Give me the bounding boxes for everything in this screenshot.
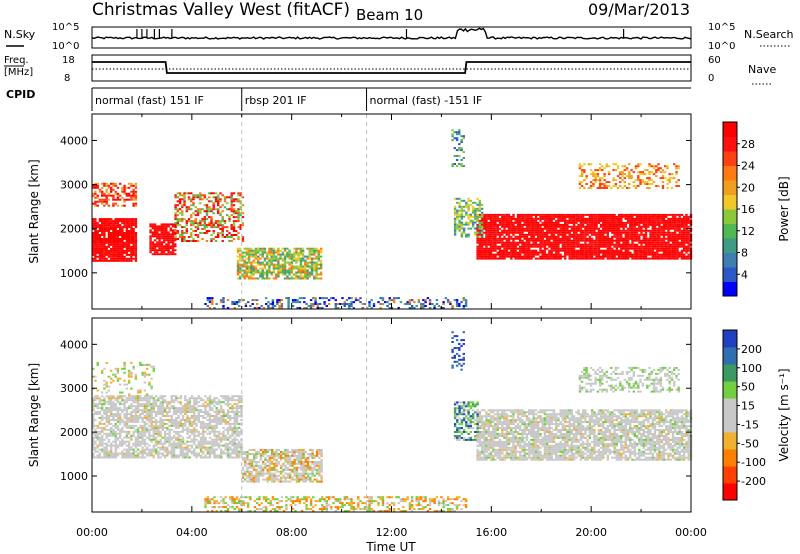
colorbar-tick-label: -15	[741, 418, 759, 431]
y-tick-label: 3000	[60, 382, 88, 395]
colorbar-tick-label: 16	[741, 203, 755, 216]
y-tick-label: 4000	[60, 338, 88, 351]
freq-trace	[92, 61, 691, 74]
freq-label-1: Freq.	[4, 55, 29, 66]
colorbar-swatch	[723, 432, 737, 450]
x-tick-label: 08:00	[276, 526, 308, 539]
colorbar-tick-label: 50	[741, 381, 755, 394]
colorbar-tick-label: -50	[741, 437, 759, 450]
nsky-tick-top: 10^5	[52, 22, 79, 33]
y-tick-label: 1000	[60, 470, 88, 483]
cpid-segment-label: normal (fast) 151 IF	[95, 94, 204, 107]
colorbar-swatch	[723, 194, 737, 210]
colorbar-swatch	[723, 252, 737, 268]
colorbar-swatch	[723, 122, 737, 137]
power-panel: 1000 2000 3000 4000 Slant Range [km]	[27, 113, 693, 310]
power-colorbar: 28 24 20 16 12 8 4 Power [dB]	[722, 121, 791, 297]
nsky-trace	[91, 27, 692, 40]
nsky-panel-frame	[91, 26, 692, 49]
cpid-segment-label: normal (fast) -151 IF	[370, 94, 483, 107]
colorbar-swatch	[723, 267, 737, 282]
colorbar-swatch	[723, 330, 737, 348]
colorbar-swatch	[723, 281, 737, 297]
colorbar-tick-label: 24	[741, 160, 755, 173]
nsearch-tick-bottom: 10^0	[708, 41, 735, 52]
nsky-label: N.Sky	[4, 28, 36, 41]
colorbar-tick-label: 100	[741, 362, 762, 375]
colorbar-swatch	[723, 381, 737, 399]
nsky-tick-bottom: 10^0	[52, 41, 79, 52]
colorbar-swatch	[723, 364, 737, 382]
colorbar-tick-label: 20	[741, 181, 755, 194]
x-axis-ticks: 00:00 04:00 08:00 12:00 16:00 20:00 00:00	[76, 526, 707, 539]
velocity-panel: 1000 2000 3000 4000 Slant Range [km]	[27, 317, 693, 513]
colorbar-tick-label: 4	[741, 268, 748, 281]
colorbar-tick-label: 28	[741, 138, 755, 151]
beam-label: Beam 10	[356, 6, 423, 24]
colorbar-swatch	[723, 209, 737, 224]
colorbar-tick-label: -100	[741, 456, 766, 469]
colorbar-swatch	[723, 449, 737, 467]
colorbar-swatch	[723, 347, 737, 365]
y-tick-label: 2000	[60, 426, 88, 439]
y-tick-label: 4000	[60, 134, 88, 147]
colorbar-swatch	[723, 415, 737, 433]
date-label: 09/Mar/2013	[588, 0, 690, 19]
freq-tick-top: 18	[62, 55, 75, 66]
x-tick-label: 12:00	[376, 526, 408, 539]
colorbar-tick-label: 200	[741, 343, 762, 356]
y-tick-label: 1000	[60, 267, 88, 280]
velocity-colorbar: 200 100 50 15 -15 -50 -100 -200 Velocity [m s⁻¹]	[722, 329, 791, 501]
x-tick-label: 00:00	[76, 526, 108, 539]
cpid-segments: normal (fast) 151 IF rbsp 201 IF normal (f…	[91, 88, 483, 111]
y-tick-label: 3000	[60, 179, 88, 192]
x-tick-label: 04:00	[176, 526, 208, 539]
colorbar-label: Power [dB]	[777, 176, 791, 241]
colorbar-swatch	[723, 238, 737, 253]
freq-tick-bottom: 8	[64, 73, 70, 84]
cpid-segment-label: rbsp 201 IF	[245, 94, 307, 107]
x-axis-label: Time UT	[365, 540, 416, 554]
colorbar-swatch	[723, 151, 737, 166]
colorbar-swatch	[723, 136, 737, 152]
y-axis-label: Slant Range [km]	[27, 363, 41, 467]
x-tick-label: 16:00	[475, 526, 507, 539]
colorbar-swatch	[723, 398, 737, 416]
nave-label: Nave	[748, 63, 776, 76]
nsearch-tick-top: 10^5	[708, 22, 735, 33]
freq-label-2: [MHz]	[4, 67, 33, 78]
x-tick-label: 00:00	[675, 526, 707, 539]
x-tick-label: 20:00	[575, 526, 607, 539]
nsearch-label: N.Search	[744, 28, 794, 41]
cpid-label: CPID	[6, 88, 35, 101]
colorbar-swatch	[723, 483, 737, 501]
nave-tick-bottom: 0	[708, 73, 714, 84]
y-axis-label: Slant Range [km]	[27, 159, 41, 263]
colorbar-swatch	[723, 180, 737, 195]
colorbar-tick-label: -200	[741, 475, 766, 488]
y-tick-label: 2000	[60, 223, 88, 236]
colorbar-tick-label: 15	[741, 400, 755, 413]
colorbar-swatch	[723, 223, 737, 239]
freq-panel-frame	[91, 54, 692, 82]
plot-title: Christmas Valley West (fitACF)	[92, 0, 350, 20]
nave-tick-top: 60	[708, 55, 721, 66]
colorbar-swatch	[723, 466, 737, 484]
colorbar-label: Velocity [m s⁻¹]	[777, 368, 791, 461]
colorbar-swatch	[723, 165, 737, 181]
colorbar-tick-label: 8	[741, 247, 748, 260]
colorbar-tick-label: 12	[741, 225, 755, 238]
